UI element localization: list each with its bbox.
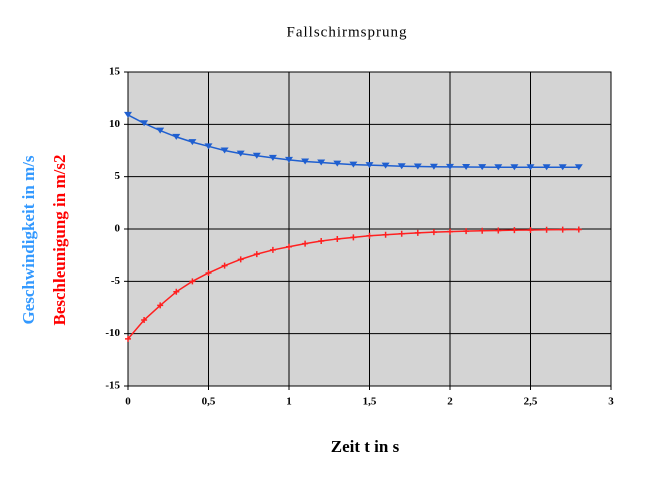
marker — [478, 164, 487, 171]
marker — [317, 159, 326, 166]
marker — [333, 160, 342, 167]
marker — [526, 164, 535, 171]
marker — [543, 226, 550, 233]
marker — [575, 226, 582, 233]
x-tick-label: 2 — [447, 396, 453, 408]
marker — [413, 163, 422, 170]
marker — [558, 164, 567, 171]
x-tick-label: 2,5 — [524, 396, 538, 408]
marker — [527, 226, 534, 233]
marker — [495, 227, 502, 234]
marker — [125, 335, 131, 342]
marker — [510, 164, 519, 171]
marker — [124, 111, 132, 118]
y-tick-label: 15 — [109, 66, 121, 78]
marker — [204, 143, 213, 150]
marker — [414, 229, 421, 236]
marker — [268, 154, 277, 161]
marker — [479, 227, 486, 234]
marker — [397, 163, 406, 170]
x-tick-label: 1 — [286, 396, 292, 408]
marker — [188, 139, 197, 146]
marker — [252, 152, 261, 159]
marker — [559, 226, 566, 233]
marker — [269, 246, 276, 253]
marker — [301, 158, 310, 165]
marker — [511, 227, 518, 234]
y-tick-label: 0 — [115, 223, 121, 235]
chart-title: Fallschirmsprung — [287, 24, 408, 40]
series — [124, 111, 583, 171]
marker — [398, 230, 405, 237]
marker — [447, 228, 453, 235]
y-tick-label: -5 — [111, 275, 121, 287]
x-tick-label: 0 — [125, 396, 131, 408]
x-tick-label: 1,5 — [363, 396, 377, 408]
marker — [334, 235, 341, 242]
marker — [253, 251, 260, 258]
marker — [172, 133, 181, 140]
marker — [463, 228, 470, 235]
marker — [430, 229, 437, 236]
x-tick-label: 0,5 — [202, 396, 216, 408]
marker — [429, 163, 438, 170]
marker — [286, 243, 292, 250]
marker — [446, 163, 454, 170]
marker — [205, 269, 212, 276]
marker — [350, 234, 357, 241]
marker — [574, 164, 583, 171]
y-tick-label: -15 — [105, 380, 120, 392]
y-tick-label: 5 — [115, 170, 121, 182]
marker — [221, 262, 228, 269]
marker — [157, 302, 164, 309]
marker — [220, 147, 229, 154]
x-axis-label: Zeit t in s — [331, 437, 400, 456]
marker — [366, 232, 373, 239]
marker — [173, 288, 180, 295]
marker — [318, 238, 325, 245]
marker — [494, 164, 503, 171]
marker — [189, 278, 196, 285]
y-tick-label: -10 — [105, 327, 120, 339]
marker — [302, 240, 309, 247]
marker — [237, 256, 244, 263]
y-tick-label: 10 — [109, 118, 121, 130]
marker — [140, 120, 149, 127]
marker — [382, 231, 389, 238]
marker — [542, 164, 551, 171]
marker — [285, 156, 293, 163]
marker — [141, 317, 148, 324]
series — [125, 226, 582, 342]
marker — [381, 162, 390, 169]
marker — [462, 164, 471, 171]
y-axis-label: Geschwindigkeit in m/s — [19, 155, 38, 324]
marker — [236, 150, 245, 157]
marker — [365, 162, 374, 169]
marker — [349, 161, 358, 168]
y-axis-label: Beschleunigung in m/s2 — [50, 155, 69, 326]
x-tick-label: 3 — [608, 396, 614, 408]
marker — [156, 127, 165, 134]
